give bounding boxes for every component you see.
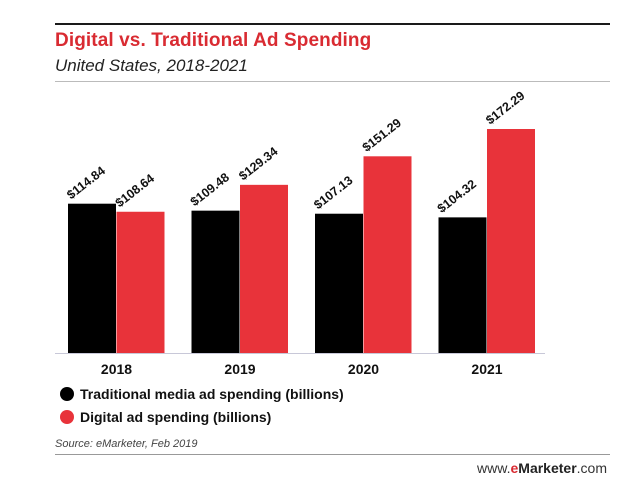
bar-digital-2019: [240, 184, 288, 353]
x-tick-label-2019: 2019: [224, 361, 255, 377]
legend-swatch-digital: [60, 410, 74, 424]
source-note: Source: eMarketer, Feb 2019: [55, 438, 198, 450]
legend-swatch-traditional: [60, 387, 74, 401]
legend-label-traditional: Traditional media ad spending (billions): [80, 386, 344, 402]
subtitle-rule: [55, 81, 610, 82]
data-label-digital-2020: $151.29: [360, 116, 404, 155]
x-tick-label-2018: 2018: [101, 361, 132, 377]
chart-title: Digital vs. Traditional Ad Spending: [55, 30, 372, 51]
bar-traditional-2020: [315, 213, 363, 353]
top-rule: [55, 23, 610, 25]
x-tick-label-2020: 2020: [348, 361, 379, 377]
brand-e: e: [510, 460, 519, 476]
legend-item-digital: Digital ad spending (billions): [60, 409, 271, 425]
bar-traditional-2019: [191, 210, 240, 353]
chart-subtitle: United States, 2018-2021: [55, 56, 248, 75]
data-label-traditional-2018: $114.84: [64, 164, 108, 202]
brand-prefix: www.: [477, 460, 511, 476]
bar-digital-2020: [363, 156, 412, 353]
data-label-traditional-2020: $107.13: [311, 173, 355, 212]
legend-item-traditional: Traditional media ad spending (billions): [60, 386, 344, 402]
bar-traditional-2021: [438, 217, 487, 353]
brand-link[interactable]: www.eMarketer.com: [477, 460, 607, 476]
data-label-digital-2018: $108.64: [113, 171, 157, 210]
data-label-traditional-2019: $109.48: [188, 170, 232, 209]
x-tick-label-2021: 2021: [471, 361, 502, 377]
legend-label-digital: Digital ad spending (billions): [80, 409, 272, 425]
bar-digital-2018: [116, 211, 165, 353]
bar-digital-2021: [487, 129, 535, 353]
data-label-traditional-2021: $104.32: [435, 177, 479, 216]
brand-name: Marketer: [518, 460, 577, 476]
bottom-rule: [55, 454, 610, 455]
bar-traditional-2018: [68, 203, 116, 353]
data-label-digital-2021: $172.29: [483, 88, 527, 127]
brand-suffix: .com: [576, 460, 607, 476]
data-label-digital-2019: $129.34: [236, 144, 280, 183]
